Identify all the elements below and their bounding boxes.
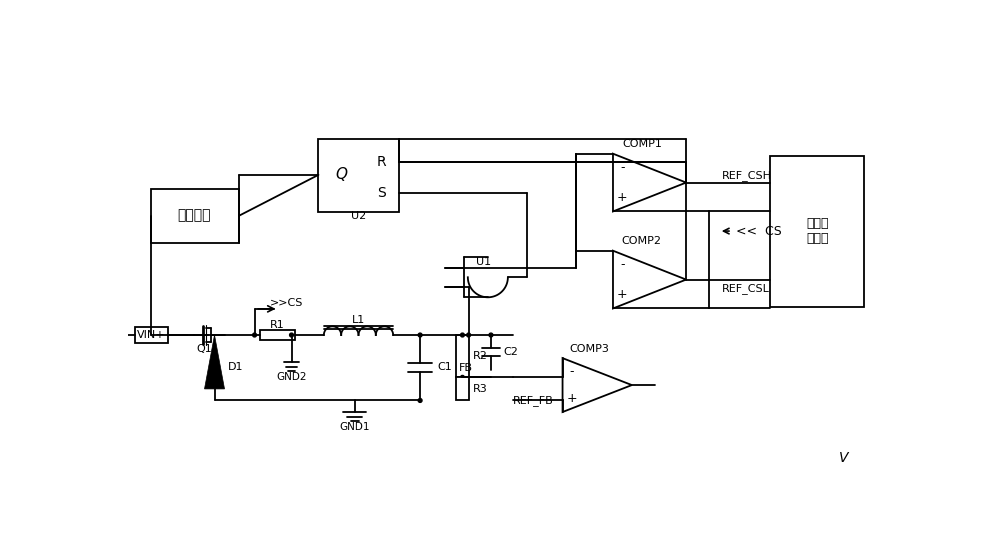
Bar: [770, 156, 864, 306]
Text: GND2: GND2: [276, 372, 307, 382]
Text: Q: Q: [336, 168, 348, 182]
Bar: [151, 189, 239, 242]
Text: R2: R2: [473, 351, 488, 361]
Text: Q1: Q1: [197, 344, 212, 354]
Text: S: S: [377, 186, 386, 200]
Text: -: -: [620, 161, 624, 174]
Text: V: V: [839, 451, 848, 465]
Text: COMP2: COMP2: [622, 236, 662, 246]
Text: FB: FB: [459, 363, 473, 373]
Bar: [318, 139, 399, 212]
Text: >>CS: >>CS: [270, 298, 303, 308]
Polygon shape: [205, 335, 225, 389]
Text: <<  CS: << CS: [736, 224, 782, 238]
Text: -: -: [620, 258, 624, 271]
Circle shape: [418, 333, 422, 337]
Circle shape: [489, 333, 493, 337]
Circle shape: [467, 333, 471, 337]
Text: GND1: GND1: [339, 423, 370, 432]
Bar: [260, 330, 295, 340]
Text: +: +: [617, 191, 628, 204]
Text: C2: C2: [503, 347, 518, 357]
Text: +: +: [566, 391, 577, 405]
Text: D1: D1: [228, 363, 244, 372]
Text: U2: U2: [351, 211, 366, 221]
Bar: [456, 335, 469, 377]
Text: R: R: [377, 155, 386, 169]
Circle shape: [253, 333, 256, 337]
Text: 基准产
生电路: 基准产 生电路: [806, 217, 829, 245]
Text: REF_FB: REF_FB: [512, 395, 553, 406]
Bar: [456, 377, 469, 400]
Text: COMP3: COMP3: [570, 344, 609, 354]
Bar: [135, 327, 168, 343]
Text: U1: U1: [476, 257, 492, 267]
Text: REF_CSH: REF_CSH: [722, 170, 772, 181]
Text: R1: R1: [270, 320, 285, 330]
Text: R3: R3: [473, 384, 488, 394]
Text: +: +: [617, 288, 628, 301]
Circle shape: [418, 399, 422, 402]
Circle shape: [290, 333, 293, 337]
Circle shape: [461, 333, 464, 337]
Text: -: -: [570, 365, 574, 378]
Text: 驱动电路: 驱动电路: [178, 209, 211, 223]
Text: COMP1: COMP1: [622, 139, 662, 150]
Text: VIN+: VIN+: [137, 330, 166, 340]
Text: L1: L1: [352, 314, 365, 325]
Text: REF_CSL: REF_CSL: [722, 283, 770, 294]
Circle shape: [461, 376, 464, 379]
Text: C1: C1: [437, 363, 452, 372]
